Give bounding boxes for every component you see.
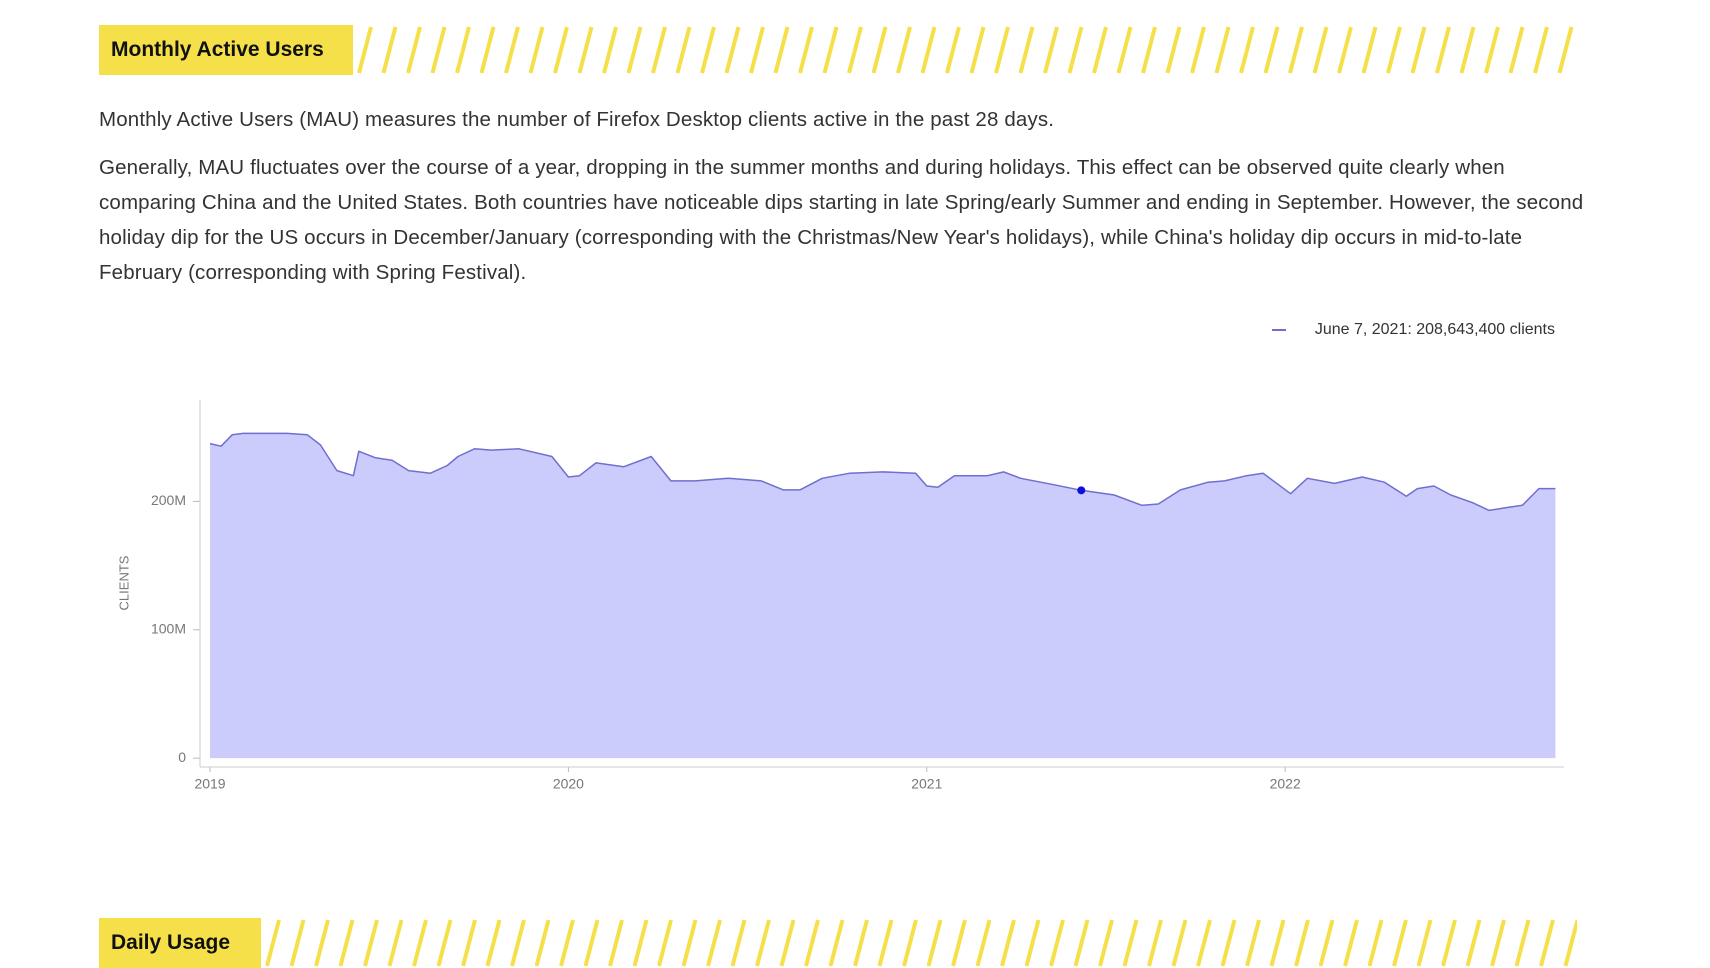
highlight-point (1077, 486, 1086, 495)
stripes (261, 918, 1577, 968)
heading-label: Daily Usage (99, 918, 261, 968)
line (209, 432, 1556, 512)
chart: June 7, 2021: 208,643,400 clients CLIENT… (116, 321, 1564, 792)
x-tick-label: 2022 (1270, 776, 1301, 792)
x-tick-label: 2019 (194, 776, 225, 792)
x-tick-label: 2021 (911, 776, 942, 792)
y-tick-label: 100M (151, 620, 186, 636)
area (210, 433, 1556, 759)
paragraph: Monthly Active Users (MAU) measures the … (99, 108, 1055, 131)
section-heading: Daily Usage (99, 918, 1577, 968)
y-axis-label: CLIENTS (116, 555, 131, 610)
x-tick-label: 2020 (553, 776, 584, 792)
legend-label: June 7, 2021: 208,643,400 clients (1315, 321, 1555, 338)
y-tick-label: 200M (151, 492, 186, 508)
stripes (353, 25, 1577, 75)
heading-label: Monthly Active Users (99, 25, 353, 75)
y-tick-label: 0 (178, 749, 186, 765)
section-heading: Monthly Active Users (99, 25, 1577, 75)
paragraph: Generally, MAU fluctuates over the cours… (99, 156, 1584, 284)
